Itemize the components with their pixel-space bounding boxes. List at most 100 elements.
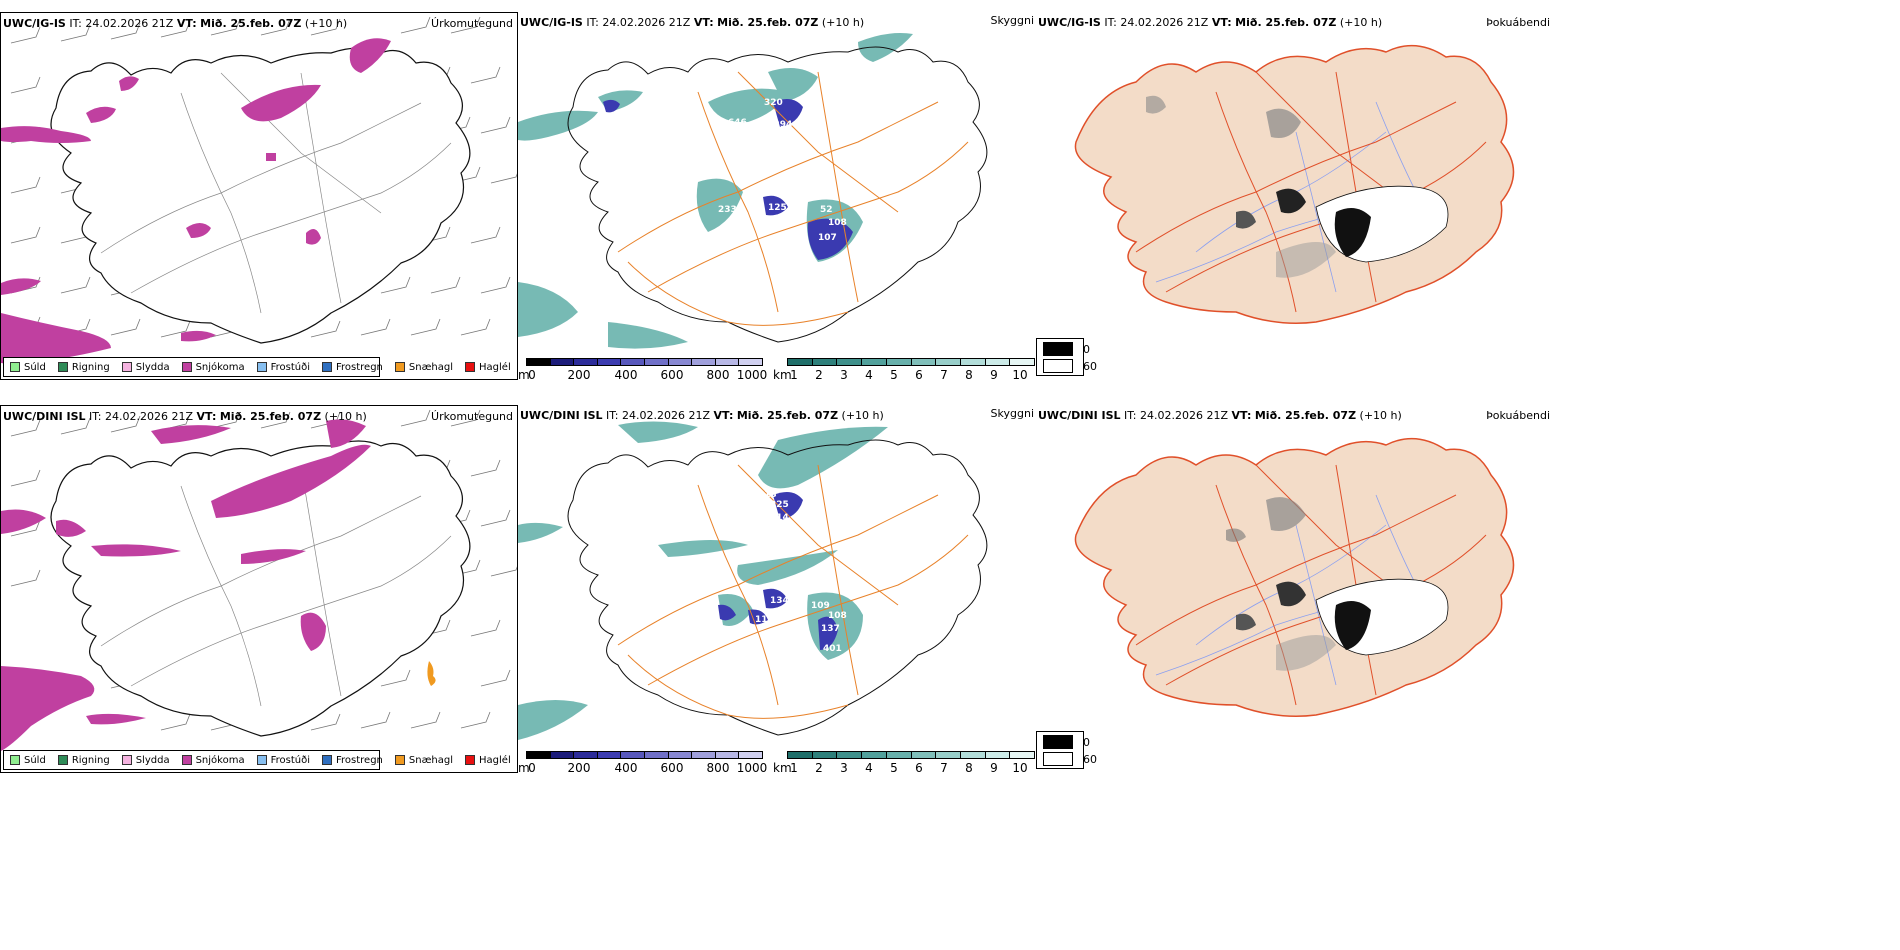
precip-map-row1 [1, 16, 517, 364]
snow-areas-row2 [1, 419, 371, 751]
ceiling-label: 178 [786, 153, 805, 163]
ceiling-label: 213 [758, 490, 777, 500]
land-area-row2 [1074, 437, 1515, 717]
visibility-areas-row2 [518, 421, 888, 740]
legend-swatch [394, 755, 405, 765]
ceiling-tick: 400 [614, 368, 638, 380]
fog-legend-white: 60 [1043, 752, 1097, 766]
ceiling-title-row1: Skyggni [990, 14, 1034, 27]
roads-row1 [100, 72, 452, 314]
land-area-row1 [1074, 44, 1515, 324]
ceiling-colorbar-row1: m 0 200 400 600 800 1000 [518, 358, 768, 380]
fog-swatch-white [1043, 359, 1073, 373]
precip-map-row2 [1, 409, 517, 751]
fog-legend-black: 0 [1043, 342, 1090, 356]
legend-snow-pellets: Snæhagl [394, 362, 453, 373]
visibility-tick: 10 [1012, 368, 1028, 380]
legend-freezing-rain: Frostregn [322, 362, 383, 373]
ceiling-tick: 800 [706, 761, 730, 773]
visibility-tick: 2 [815, 368, 823, 380]
fog-panel-row2: UWC/DINI ISL IT: 24.02.2026 21Z VT: Mið.… [1036, 405, 1556, 773]
visibility-colorbar-row1: km 1 2 3 4 5 6 7 8 9 10 [773, 358, 1035, 380]
fog-title-row2: Þokuábendi [1486, 409, 1550, 422]
ceiling-label: 109 [811, 601, 830, 611]
visibility-tick: 2 [815, 761, 823, 773]
legend-swatch [181, 755, 192, 765]
iceland-coast-row2 [50, 440, 471, 737]
legend-sudd: Súld [10, 362, 46, 373]
roads-orange-row2 [617, 464, 969, 719]
legend-sleet: Slydda [121, 755, 170, 766]
header-row1-precip: UWC/IG-IS IT: 24.02.2026 21Z VT: Mið. 25… [3, 17, 348, 30]
visibility-tick: 5 [890, 368, 898, 380]
ceiling-colorbar-row2: m 0 200 400 600 800 1000 [518, 751, 768, 773]
ceiling-areas-row1 [603, 98, 853, 260]
ceiling-label: 224 [736, 500, 755, 510]
ceiling-panel-row1: 320 646 49294 178 125 108 107 233 52 UWC… [518, 12, 1036, 380]
ceiling-areas-row2 [718, 491, 838, 650]
ceiling-unit: m [518, 761, 530, 773]
legend-swatch [57, 362, 68, 372]
legend-swatch [57, 755, 68, 765]
precip-type-panel-row1: UWC/IG-IS IT: 24.02.2026 21Z VT: Mið. 25… [0, 12, 518, 380]
legend-swatch [10, 362, 20, 372]
ceiling-label: 49294 [761, 120, 792, 130]
header-row2-precip: UWC/DINI ISL IT: 24.02.2026 21Z VT: Mið.… [3, 410, 367, 423]
legend-rain: Rigning [57, 755, 110, 766]
visibility-tick: 5 [890, 761, 898, 773]
visibility-tick: 9 [990, 761, 998, 773]
visibility-tick: 6 [915, 368, 923, 380]
legend-swatch [322, 755, 332, 765]
fog-legend-row2: 0 60 [1036, 731, 1097, 769]
ceiling-title-row2: Skyggni [990, 407, 1034, 420]
ceiling-label: 108 [828, 218, 847, 228]
legend-freezing-drizzle: Frostúði [256, 755, 310, 766]
visibility-colorbar-row2: km 1 2 3 4 5 6 7 8 9 10 [773, 751, 1035, 773]
fog-swatch-black [1043, 735, 1073, 749]
iceland-coast-row1-b [567, 46, 988, 343]
fog-swatch-white [1043, 752, 1073, 766]
snow-pellets-area-row2 [427, 661, 436, 686]
precip-title-row1: Úrkomutegund [431, 17, 513, 30]
ceiling-tick: 600 [660, 761, 684, 773]
ceiling-unit: m [518, 368, 530, 380]
legend-rain: Rigning [57, 362, 110, 373]
snow-areas-row1 [1, 38, 391, 364]
legend-hail: Haglél [465, 362, 511, 373]
header-row2-ceiling: UWC/DINI ISL IT: 24.02.2026 21Z VT: Mið.… [520, 409, 884, 422]
legend-freezing-rain: Frostregn [322, 755, 383, 766]
ceiling-tick: 200 [567, 761, 591, 773]
ceiling-label: 119 [755, 615, 774, 625]
roads-row2 [100, 465, 452, 707]
ceiling-map-row2: 224 213 325 232 214 134 108 137 401 119 … [518, 421, 988, 740]
legend-swatch [394, 362, 405, 372]
visibility-colorbar-strip [787, 358, 1035, 366]
visibility-areas-row1 [518, 33, 913, 349]
legend-swatch [121, 755, 132, 765]
ceiling-label: 232 [728, 513, 747, 523]
visibility-tick: 3 [840, 368, 848, 380]
ceiling-panel-row2: 224 213 325 232 214 134 108 137 401 119 … [518, 405, 1036, 773]
ceiling-label: 233 [718, 205, 737, 215]
ceiling-label: 401 [823, 644, 842, 654]
legend-swatch [181, 362, 192, 372]
visibility-tick: 7 [940, 368, 948, 380]
fog-map-row1 [1074, 44, 1515, 324]
ceiling-colorbar-strip [526, 751, 763, 759]
legend-sleet: Slydda [121, 362, 170, 373]
visibility-unit: km [773, 368, 792, 380]
legend-swatch [322, 362, 332, 372]
legend-sudd: Súld [10, 755, 46, 766]
ceiling-colorbar-strip [526, 358, 763, 366]
iceland-coast-row2-b [567, 439, 988, 736]
ceiling-label: 325 [770, 500, 789, 510]
ceiling-tick: 800 [706, 368, 730, 380]
ceiling-label: 52 [820, 205, 833, 215]
ceiling-tick: 0 [528, 761, 536, 773]
fog-panel-row1: UWC/IG-IS IT: 24.02.2026 21Z VT: Mið. 25… [1036, 12, 1556, 380]
ceiling-tick: 1000 [736, 368, 768, 380]
ceiling-label: 214 [770, 513, 789, 523]
ceiling-label: 134 [770, 596, 789, 606]
ceiling-label: 107 [818, 233, 837, 243]
header-row1-ceiling: UWC/IG-IS IT: 24.02.2026 21Z VT: Mið. 25… [520, 16, 865, 29]
